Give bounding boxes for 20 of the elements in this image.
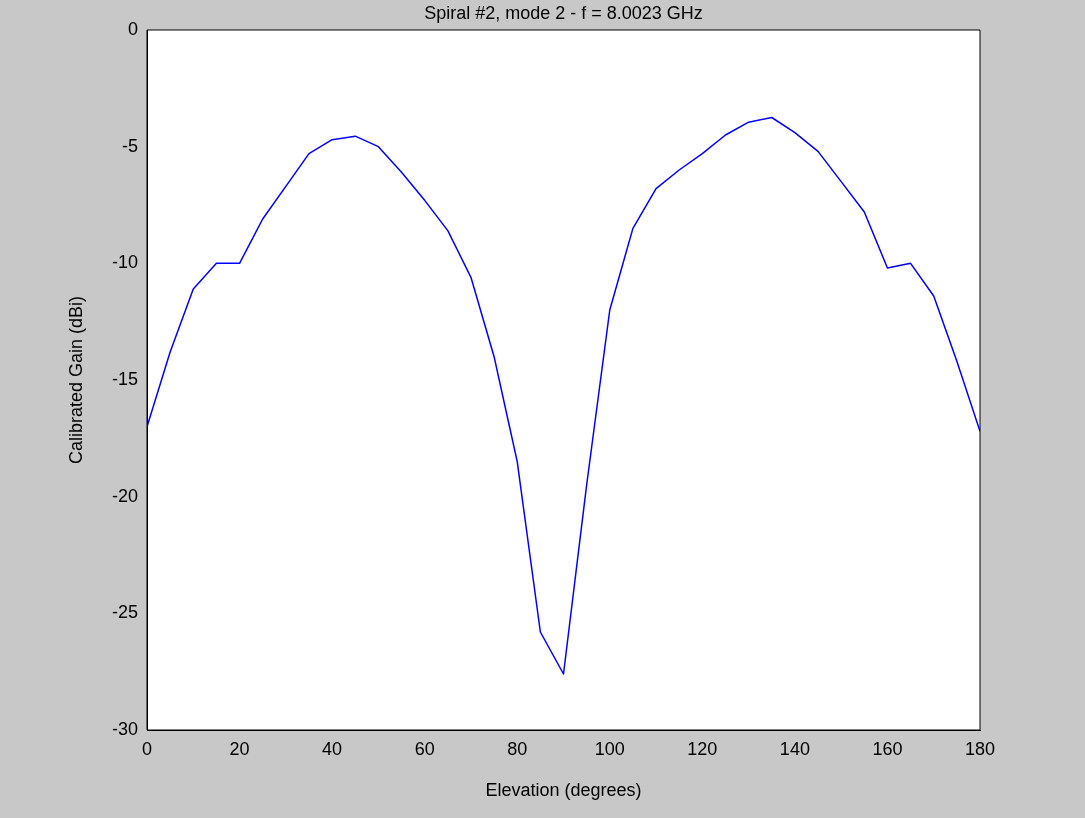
chart-title: Spiral #2, mode 2 - f = 8.0023 GHz: [424, 2, 703, 23]
x-tick-label: 80: [507, 738, 528, 759]
y-axis-title: Calibrated Gain (dBi): [65, 295, 86, 465]
x-tick-label: 40: [322, 738, 343, 759]
y-tick-label: -5: [121, 135, 138, 156]
y-tick-label: -20: [111, 485, 138, 506]
x-tick-label: 140: [779, 738, 810, 759]
x-axis-title: Elevation (degrees): [485, 780, 642, 801]
x-tick-label: 0: [141, 738, 153, 759]
x-tick-label: 100: [594, 738, 625, 759]
y-tick-label: -30: [111, 718, 138, 739]
x-tick-label: 160: [872, 738, 903, 759]
x-tick-label: 120: [687, 738, 718, 759]
x-tick-label: 20: [229, 738, 250, 759]
y-tick-label: -15: [111, 368, 138, 389]
y-tick-label: -25: [111, 602, 138, 623]
y-tick-label: -10: [111, 252, 138, 273]
x-tick-label: 180: [964, 738, 996, 759]
x-tick-label: 60: [414, 738, 435, 759]
y-tick-label: 0: [127, 18, 138, 39]
